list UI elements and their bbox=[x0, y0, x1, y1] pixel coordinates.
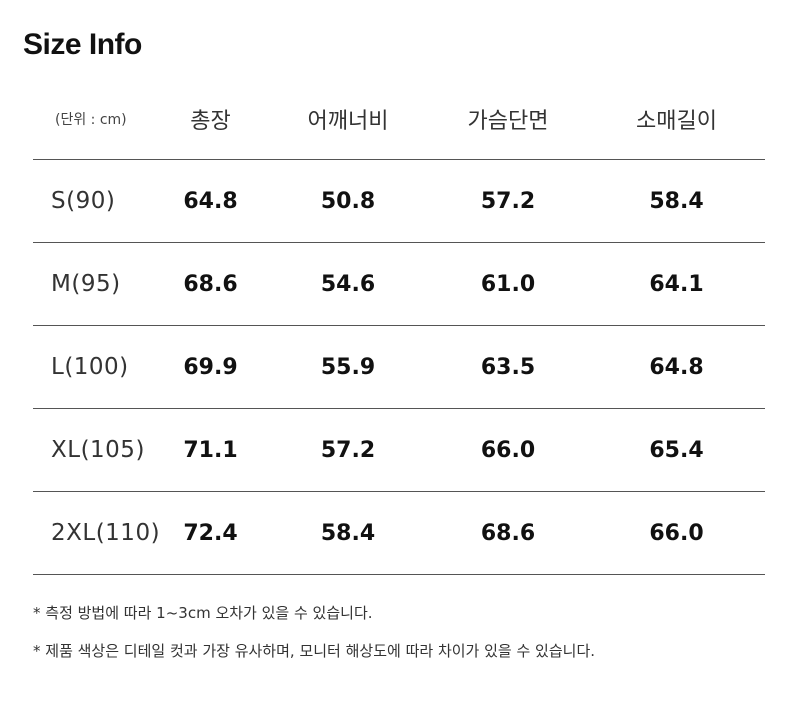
table-cell: 58.4 bbox=[320, 520, 376, 546]
unit-label: (단위 : cm) bbox=[55, 111, 127, 128]
table-row: XL(105) 71.1 57.2 66.0 65.4 bbox=[33, 409, 765, 492]
table-cell: 69.9 bbox=[183, 354, 238, 380]
table-cell: 65.4 bbox=[649, 437, 704, 463]
table-row: L(100) 69.9 55.9 63.5 64.8 bbox=[33, 326, 765, 409]
column-header-total-length: 총장 bbox=[190, 108, 231, 134]
table-cell: 68.6 bbox=[480, 520, 536, 546]
notes: * 측정 방법에 따라 1~3cm 오차가 있을 수 있습니다. * 제품 색상… bbox=[33, 603, 595, 679]
table-cell: 58.4 bbox=[649, 188, 704, 214]
table-cell: 55.9 bbox=[320, 354, 376, 380]
table-cell: 61.0 bbox=[480, 271, 536, 297]
table-row: M(95) 68.6 54.6 61.0 64.1 bbox=[33, 243, 765, 326]
column-header-shoulder-width: 어깨너비 bbox=[307, 108, 389, 134]
note-color: * 제품 색상은 디테일 컷과 가장 유사하며, 모니터 해상도에 따라 차이가… bbox=[33, 642, 596, 660]
table-cell: 64.1 bbox=[649, 271, 704, 297]
table-row: S(90) 64.8 50.8 57.2 58.4 bbox=[33, 160, 765, 243]
note-measurement: * 측정 방법에 따라 1~3cm 오차가 있을 수 있습니다. bbox=[33, 604, 373, 622]
table-cell: 64.8 bbox=[183, 188, 238, 214]
table-cell: 68.6 bbox=[183, 271, 238, 297]
table-cell: 50.8 bbox=[320, 188, 376, 214]
table-cell: 63.5 bbox=[480, 354, 536, 380]
size-label: S(90) bbox=[51, 188, 116, 214]
column-header-sleeve-length: 소매길이 bbox=[636, 108, 717, 134]
page-title: Size Info bbox=[23, 28, 142, 61]
table-cell: 66.0 bbox=[649, 520, 704, 546]
column-header-chest-width: 가슴단면 bbox=[467, 108, 549, 134]
table-header-row: (단위 : cm) 총장 어깨너비 가슴단면 소매길이 bbox=[33, 78, 765, 160]
size-label: XL(105) bbox=[51, 437, 145, 463]
size-label: 2XL(110) bbox=[51, 520, 161, 546]
table-cell: 57.2 bbox=[480, 188, 536, 214]
table-row: 2XL(110) 72.4 58.4 68.6 66.0 bbox=[33, 492, 765, 575]
size-label: M(95) bbox=[51, 271, 121, 297]
table-cell: 66.0 bbox=[480, 437, 536, 463]
table-cell: 64.8 bbox=[649, 354, 704, 380]
size-label: L(100) bbox=[51, 354, 129, 380]
size-table: (단위 : cm) 총장 어깨너비 가슴단면 소매길이 S(90) 64.8 5… bbox=[33, 78, 765, 575]
table-cell: 71.1 bbox=[183, 437, 238, 463]
table-cell: 54.6 bbox=[320, 271, 376, 297]
table-cell: 72.4 bbox=[183, 520, 238, 546]
table-cell: 57.2 bbox=[320, 437, 376, 463]
